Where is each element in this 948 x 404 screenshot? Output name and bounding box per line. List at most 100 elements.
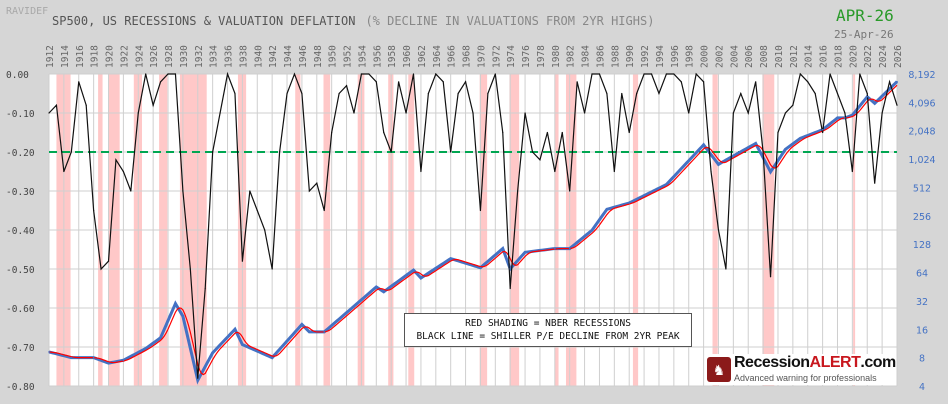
drawdown-point	[710, 170, 712, 173]
x-tick-label: 1944	[283, 45, 294, 68]
x-tick-label: 1974	[506, 45, 517, 68]
x-tick-label: 1962	[417, 45, 428, 68]
x-tick-label: 1992	[640, 45, 651, 68]
sp500-point	[665, 183, 668, 186]
x-tick-label: 1996	[670, 45, 681, 68]
drawdown-point	[219, 112, 221, 114]
drawdown-point	[383, 131, 385, 134]
x-tick-label: 1914	[60, 45, 71, 68]
drawdown-point	[769, 276, 772, 278]
legend-line-drawdown: BLACK LINE = SHILLER P/E DECLINE FROM 2Y…	[416, 331, 680, 342]
drawdown-point	[881, 112, 883, 114]
drawdown-point	[836, 92, 839, 95]
drawdown-point	[412, 73, 415, 75]
sp500-point	[799, 137, 802, 140]
drawdown-point	[427, 92, 429, 95]
sp500-point	[606, 208, 608, 211]
drawdown-point	[792, 104, 794, 106]
x-tick-label: 2006	[744, 45, 755, 68]
drawdown-point	[271, 268, 273, 270]
drawdown-point	[204, 287, 206, 290]
drawdown-point	[323, 209, 325, 212]
drawdown-point	[680, 81, 682, 83]
x-tick-label: 1950	[328, 45, 339, 68]
drawdown-point	[583, 112, 586, 114]
drawdown-point	[844, 112, 846, 114]
drawdown-point	[755, 81, 757, 83]
sp500-point	[554, 247, 556, 250]
drawdown-point	[628, 131, 630, 134]
drawdown-point	[673, 73, 675, 75]
logo-brand-part-a: Recession	[734, 354, 810, 371]
drawdown-point	[450, 151, 452, 153]
drawdown-point	[777, 131, 779, 134]
logo-brand-part-c: .com	[860, 354, 896, 371]
sp500-point	[159, 336, 162, 339]
sp500-point	[844, 117, 846, 119]
sp500-point	[92, 356, 95, 359]
left-tick-label: -0.20	[6, 148, 35, 159]
drawdown-point	[524, 112, 526, 114]
x-tick-label: 1922	[119, 45, 130, 68]
drawdown-point	[621, 92, 623, 95]
x-tick-label: 1940	[253, 45, 264, 68]
drawdown-point	[546, 131, 548, 134]
drawdown-point	[762, 151, 764, 153]
drawdown-point	[591, 73, 593, 75]
drawdown-point	[702, 81, 705, 83]
sp500-point	[769, 171, 772, 173]
sp500-point	[628, 202, 631, 204]
sp500-point	[754, 142, 757, 145]
drawdown-point	[650, 73, 653, 75]
drawdown-point	[375, 81, 377, 83]
x-tick-label: 2004	[729, 45, 740, 68]
drawdown-point	[554, 170, 556, 173]
x-tick-label: 1938	[238, 45, 249, 68]
date-label: 25-Apr-26	[834, 28, 894, 41]
sp500-point	[501, 247, 504, 250]
sp500-point	[122, 359, 125, 362]
drawdown-point	[740, 92, 742, 95]
x-tick-label: 1978	[536, 45, 547, 68]
x-tick-label: 2002	[714, 45, 725, 68]
sp500-point	[70, 356, 73, 359]
drawdown-point	[457, 92, 459, 95]
x-tick-label: 1982	[566, 45, 577, 68]
drawdown-point	[643, 73, 645, 75]
x-tick-label: 2024	[878, 45, 889, 68]
drawdown-point	[688, 112, 690, 114]
sp500-point	[821, 128, 824, 131]
drawdown-point	[822, 131, 824, 134]
drawdown-point	[717, 229, 720, 231]
right-tick-label: 32	[916, 297, 928, 308]
sp500-point	[301, 323, 303, 326]
drawdown-point	[658, 92, 660, 95]
sp500-point	[449, 257, 452, 260]
drawdown-point	[517, 190, 519, 192]
x-tick-label: 1936	[224, 45, 235, 68]
left-tick-label: -0.70	[6, 343, 35, 354]
right-tick-label: 128	[913, 240, 931, 251]
x-tick-label: 1954	[357, 45, 368, 68]
drawdown-point	[636, 92, 638, 95]
source-label: RAVIDEF	[6, 6, 49, 17]
sp500-point	[866, 95, 869, 98]
drawdown-point	[360, 73, 363, 75]
drawdown-point	[420, 170, 422, 173]
drawdown-point	[368, 73, 370, 75]
sp500-point	[420, 277, 422, 279]
sp500-point	[836, 117, 839, 119]
drawdown-point	[487, 92, 489, 95]
drawdown-point	[152, 104, 154, 106]
drawdown-point	[249, 190, 251, 192]
sp500-point	[271, 356, 273, 359]
drawdown-point	[70, 151, 72, 153]
drawdown-point	[539, 159, 541, 161]
left-tick-label: -0.10	[6, 109, 35, 120]
sp500-point	[144, 347, 147, 350]
x-tick-label: 1920	[105, 45, 116, 68]
drawdown-point	[390, 151, 392, 153]
sp500-point	[48, 351, 50, 353]
x-tick-label: 1924	[134, 45, 145, 68]
